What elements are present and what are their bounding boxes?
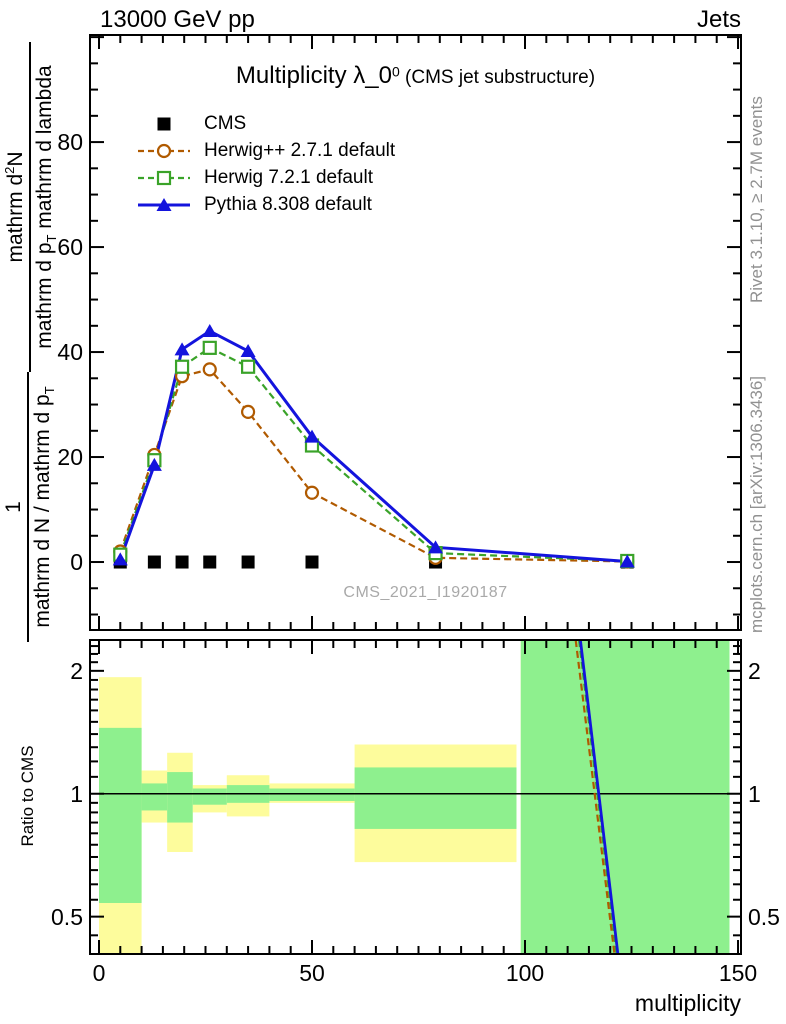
analysis-id-watermark: CMS_2021_I1920187: [343, 584, 508, 601]
ratio-line-pythia-8-308-default: [579, 639, 620, 955]
series-line-pythia-8-308-default: [118, 329, 628, 563]
tick-label: 0: [92, 960, 106, 986]
tick-label: 150: [718, 960, 758, 986]
cms-marker-sample: [157, 117, 171, 130]
legend-item-label: Herwig 7.2.1 default: [204, 166, 373, 188]
tick-label: 2: [748, 657, 761, 684]
plot-title-superscript: 0: [391, 63, 400, 80]
denominator-text: mathrm d N / mathrm d p: [31, 394, 54, 628]
series-line-herwig-2-7-1-default: [119, 368, 628, 563]
series-marker-pythia-8-308-default: [619, 554, 635, 568]
numerator-text: mathrm d: [4, 173, 27, 263]
tick-label: 40: [57, 339, 83, 366]
legend-item-pythia-8308: Pythia 8.308 default: [136, 191, 395, 218]
tick-label: 50: [299, 960, 325, 986]
series-marker-pythia-8-308-default: [428, 540, 444, 554]
series-marker-pythia-8-308-default: [146, 457, 162, 471]
main-plot-frame: [89, 34, 742, 631]
fraction-denominator: mathrm d N / mathrm d pT: [29, 372, 57, 642]
series-marker-pythia-8-308-default: [202, 324, 218, 338]
legend-item-cms: CMS: [136, 110, 395, 137]
series-marker-cms: [175, 555, 189, 569]
tick-label: 20: [57, 444, 83, 471]
numerator-text: N: [4, 151, 27, 167]
ratio-plot-frame: [89, 639, 742, 955]
legend-item-herwigpp-271: Herwig++ 2.7.1 default: [136, 137, 395, 164]
series-marker-herwig-2-7-1-default: [202, 362, 217, 377]
fraction-denominator: mathrm d pT mathrm d lambda: [31, 42, 59, 372]
beam-energy-label: 13000 GeV pp: [100, 6, 255, 33]
tick-label: 0.5: [748, 903, 780, 930]
legend-item-label: CMS: [204, 112, 247, 134]
tick-label: 1: [748, 780, 761, 807]
plot-title-note: (CMS jet substructure): [399, 67, 596, 88]
tick-label: 80: [57, 129, 83, 156]
ratio-stat-uncertainty-band: [354, 767, 517, 829]
series-marker-pythia-8-308-default: [112, 552, 128, 566]
series-line-herwig-7-2-1-default: [119, 346, 628, 563]
herwigpp-marker-sample: [138, 143, 190, 158]
legend-marker: [157, 117, 171, 130]
legend-marker: [156, 197, 172, 211]
ratio-stat-uncertainty-band: [141, 783, 168, 811]
legend-item-label: Herwig++ 2.7.1 default: [204, 139, 396, 161]
series-marker-herwig-7-2-1-default: [174, 359, 190, 374]
y-axis-label-fraction-2: mathrm d2N mathrm d pT mathrm d lambda: [2, 42, 74, 372]
rivet-version-note: Rivet 3.1.10, ≥ 2.7M events: [747, 96, 766, 303]
legend: CMS Herwig++ 2.7.1 default Herwig 7.2.1 …: [136, 110, 395, 218]
series-marker-herwig-2-7-1-default: [240, 404, 256, 419]
ratio-stat-uncertainty-band: [269, 788, 355, 801]
series-marker-herwig-7-2-1-default: [240, 359, 256, 374]
analysis-group-label: Jets: [696, 6, 741, 33]
x-axis-label: multiplicity: [634, 990, 741, 1016]
tick-label: 60: [57, 234, 83, 261]
tick-label: 0: [70, 549, 83, 576]
ratio-stat-uncertainty-band: [192, 788, 227, 805]
herwig7-marker-sample: [138, 170, 190, 185]
ratio-stat-uncertainty-band: [520, 640, 730, 954]
denominator-subscript: T: [42, 386, 58, 395]
ratio-line-herwig-2-7-1-default: [574, 639, 616, 955]
fraction-numerator: mathrm d2N: [2, 42, 31, 372]
tick-label: 1: [70, 780, 83, 807]
tick-label: 2: [70, 657, 83, 684]
series-marker-pythia-8-308-default: [304, 429, 320, 443]
series-marker-cms: [305, 555, 319, 569]
ratio-stat-uncertainty-band: [98, 727, 142, 903]
y-axis-label-fraction-1: 1 mathrm d N / mathrm d pT: [2, 372, 74, 642]
series-marker-herwig-2-7-1-default: [304, 485, 320, 500]
legend-item-herwig-721: Herwig 7.2.1 default: [136, 164, 395, 191]
series-marker-cms: [203, 555, 217, 569]
series-marker-pythia-8-308-default: [174, 342, 190, 356]
tick-label: 100: [505, 960, 545, 986]
numerator-superscript: 2: [2, 166, 17, 174]
pythia-marker-sample: [138, 197, 190, 211]
series-marker-herwig-7-2-1-default: [202, 340, 217, 355]
series-marker-cms: [147, 555, 161, 569]
plot-title-main: Multiplicity λ_0: [235, 62, 392, 89]
ratio-stat-uncertainty-band: [167, 772, 193, 823]
legend-item-label: Pythia 8.308 default: [204, 193, 372, 215]
tick-label: 0.5: [51, 903, 83, 930]
legend-marker: [156, 143, 172, 158]
series-marker-cms: [241, 555, 255, 569]
plot-title: Multiplicity λ_00 (CMS jet substructure): [90, 62, 741, 90]
legend-marker: [156, 170, 172, 185]
series-marker-pythia-8-308-default: [240, 344, 256, 358]
fraction-numerator: 1: [2, 372, 29, 642]
